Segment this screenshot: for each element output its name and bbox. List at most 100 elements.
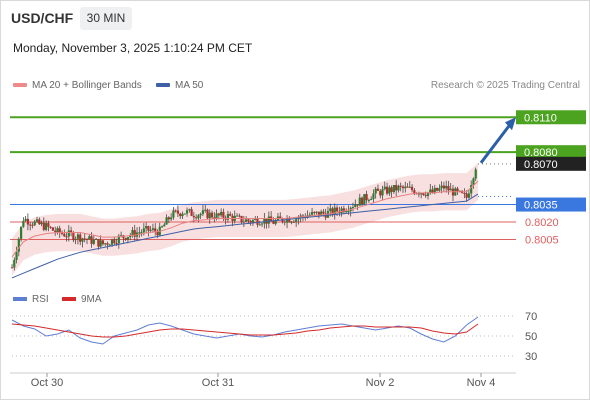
candle-body [463, 192, 466, 194]
candle-body [58, 228, 61, 233]
candle-body [208, 212, 211, 219]
candle-body [395, 184, 398, 191]
candle-body [104, 243, 107, 245]
candle-body [185, 210, 189, 214]
candle-body [126, 237, 130, 240]
candle-body [381, 189, 384, 196]
candle-body [108, 244, 111, 246]
candle-body [365, 194, 368, 201]
candle-body [385, 186, 389, 194]
candle-body [183, 213, 186, 215]
timeframe-badge[interactable]: 30 MIN [80, 7, 132, 30]
current-price-box [516, 156, 586, 171]
candle-body [283, 221, 286, 223]
candle-body [438, 188, 441, 191]
candle-body [242, 221, 245, 223]
candle-body [195, 217, 198, 219]
candle-body [417, 193, 420, 195]
candle-body [388, 187, 391, 194]
candle-body [142, 228, 145, 233]
level-label-0.8005: 0.8005 [525, 234, 559, 246]
candle-body [456, 188, 459, 192]
rsi-swatch [13, 297, 27, 302]
candle-body [372, 193, 375, 200]
candle-body [74, 238, 77, 241]
candle-body [70, 230, 73, 233]
x-tick-label: Nov 4 [467, 377, 496, 389]
candle-body [29, 224, 32, 226]
candle-body [410, 186, 414, 191]
candle-body [335, 207, 339, 212]
candle-body [54, 230, 57, 233]
candle-body [190, 209, 193, 216]
candle-body [292, 221, 295, 223]
candle-body [133, 230, 136, 237]
candle-body [333, 207, 336, 215]
candle-body [240, 216, 243, 223]
candle-body [238, 215, 241, 217]
candle-body [65, 236, 68, 238]
candle-body [40, 222, 43, 225]
candle-body [199, 213, 202, 216]
level-box-0.8080 [516, 145, 586, 160]
candle-body [97, 238, 100, 247]
candle-body [149, 229, 152, 231]
legend-ma20: MA 20 + Bollinger Bands [13, 80, 142, 91]
candle-body [247, 219, 250, 221]
credit-label: Research © 2025 Trading Central [430, 80, 580, 91]
candle-body [285, 218, 289, 223]
legend-ma20-label: MA 20 + Bollinger Bands [32, 80, 142, 91]
candle-body [49, 226, 52, 228]
candle-body [390, 187, 393, 192]
candle-body [60, 232, 64, 234]
candle-body [26, 218, 30, 225]
candle-body [315, 211, 318, 213]
candle-body [354, 204, 357, 207]
candle-body [204, 209, 207, 211]
candle-body [147, 226, 150, 231]
candle-body [408, 186, 411, 188]
candle-body [470, 185, 473, 194]
candle-body [129, 235, 132, 238]
candle-body [229, 213, 232, 216]
candle-body [13, 259, 16, 268]
candle-body [156, 231, 159, 236]
ma50-swatch [156, 83, 170, 88]
candle-body [99, 240, 102, 247]
candle-body [160, 226, 164, 228]
candle-body [120, 235, 123, 237]
candle-body [420, 193, 423, 195]
forecast-arrow-shaft [479, 122, 513, 164]
candle-body [431, 189, 434, 193]
candle-body [226, 213, 230, 220]
candle-body [392, 184, 395, 192]
candle-body [85, 238, 89, 240]
candle-body [220, 211, 223, 216]
candle-body [33, 221, 36, 226]
candle-body [317, 211, 320, 216]
candle-body [379, 190, 382, 196]
candle-body [15, 251, 18, 260]
candle-body [95, 238, 98, 240]
candle-body [406, 186, 409, 188]
candle-body [192, 215, 195, 218]
candle-body [213, 217, 216, 219]
candle-body [267, 216, 270, 224]
candle-body [424, 194, 427, 196]
candle-body [35, 219, 39, 222]
candle-body [90, 236, 93, 244]
candle-body [342, 208, 345, 213]
candle-body [145, 226, 148, 229]
candle-body [115, 243, 118, 245]
rsi-ma9-line [11, 323, 479, 338]
candle-body [397, 185, 400, 191]
ma20-line [11, 180, 479, 258]
candle-body [374, 188, 377, 194]
candle-body [467, 193, 471, 198]
candle-body [63, 233, 66, 237]
candle-body [138, 232, 141, 234]
candle-body [356, 204, 359, 206]
candle-body [179, 213, 182, 217]
datetime-label: Monday, November 3, 2025 1:10:24 PM CET [13, 41, 253, 55]
candle-body [170, 217, 173, 220]
